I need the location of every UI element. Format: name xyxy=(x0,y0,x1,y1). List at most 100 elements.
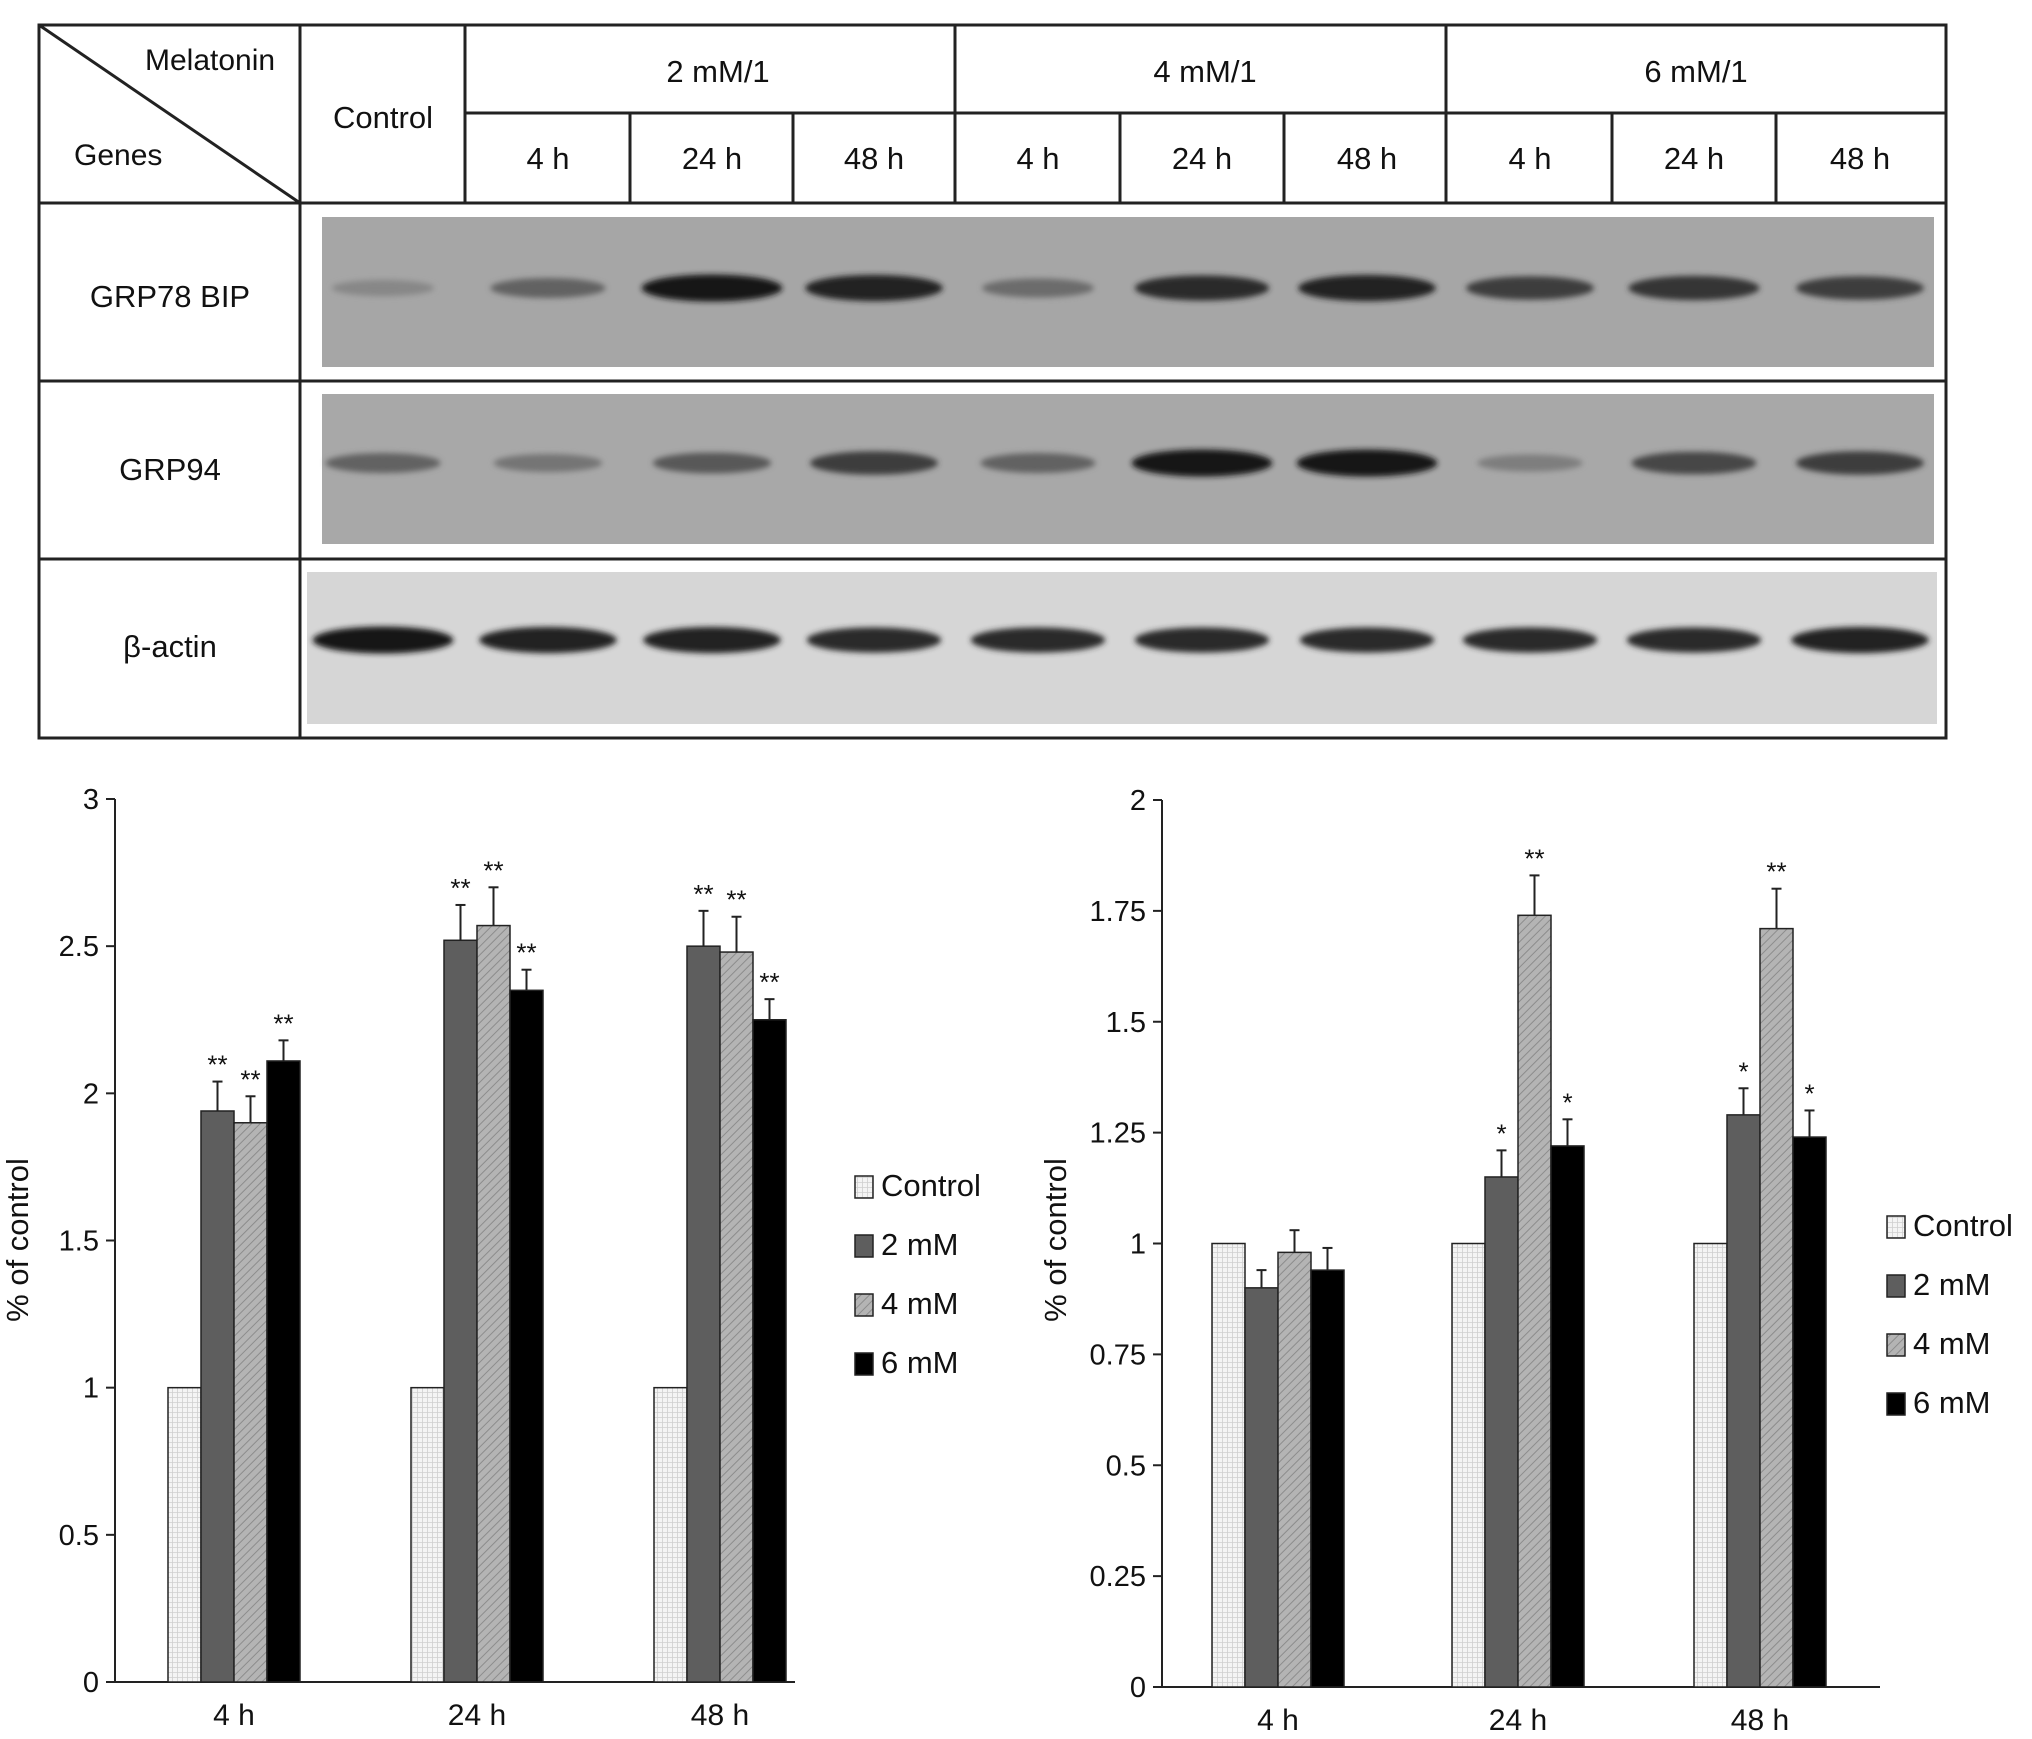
blot-band xyxy=(1631,451,1757,475)
header-diagonal xyxy=(38,23,301,205)
bar-6-mm xyxy=(1792,1136,1827,1688)
time-header: 48 h xyxy=(1337,141,1397,176)
y-tick-label: 0.75 xyxy=(1090,1339,1146,1371)
blot-band xyxy=(1477,454,1583,472)
significance-marker: * xyxy=(1496,1118,1506,1148)
blot-band xyxy=(980,453,1096,473)
legend-swatch xyxy=(854,1234,874,1258)
blot-band xyxy=(641,274,783,302)
significance-marker: * xyxy=(1738,1056,1748,1086)
bar-4-mm xyxy=(233,1122,268,1683)
corner-label-melatonin: Melatonin xyxy=(145,44,275,77)
y-axis-title: % of control xyxy=(1038,1158,1073,1322)
y-tick-label: 1.5 xyxy=(1106,1007,1146,1039)
bar-4-mm xyxy=(719,951,754,1683)
blot-band xyxy=(1131,449,1273,477)
y-tick-label: 1 xyxy=(83,1373,99,1405)
blot-band xyxy=(1298,274,1436,302)
bar-6-mm xyxy=(1550,1145,1585,1688)
blot-band xyxy=(331,279,435,297)
bar-6-mm xyxy=(1310,1269,1345,1688)
y-tick-label: 2 xyxy=(83,1078,99,1110)
significance-marker: * xyxy=(1562,1087,1572,1117)
blot-band xyxy=(806,627,942,653)
blot-band xyxy=(1296,449,1438,477)
blot-band xyxy=(479,626,617,654)
bar-4-mm xyxy=(1277,1251,1312,1688)
x-tick-label: 48 h xyxy=(1731,1704,1789,1737)
blot-band xyxy=(810,451,938,475)
blot-band xyxy=(1134,275,1270,301)
bar-2-mm xyxy=(1484,1176,1519,1688)
group-header-6mm: 6 mM/1 xyxy=(1644,54,1747,89)
time-header: 24 h xyxy=(1664,141,1724,176)
significance-marker: ** xyxy=(693,879,713,909)
y-tick-label: 0.25 xyxy=(1090,1561,1146,1593)
time-header: 48 h xyxy=(844,141,904,176)
y-tick-label: 0 xyxy=(83,1667,99,1699)
blot-band xyxy=(1796,276,1924,300)
blot-band xyxy=(490,278,606,298)
legend-swatch xyxy=(1886,1392,1906,1416)
legend-label: 4 mM xyxy=(1913,1326,1991,1361)
y-tick-label: 0 xyxy=(1130,1672,1146,1704)
time-header: 48 h xyxy=(1830,141,1890,176)
legend-swatch xyxy=(854,1293,874,1317)
bar-4-mm xyxy=(1759,927,1794,1688)
blot-band xyxy=(325,453,441,473)
blot-band xyxy=(1791,626,1929,654)
y-tick-label: 2.5 xyxy=(59,931,99,963)
bar-2-mm xyxy=(686,945,721,1683)
y-tick-label: 0.5 xyxy=(1106,1450,1146,1482)
blot-band xyxy=(493,453,603,473)
chart-grp78-quantification: 0 0.5 1 1.5 2 2.5 3 % of control ** ** ** 4 h ** ** **… xyxy=(0,784,981,1732)
blot-band xyxy=(1796,451,1924,475)
legend-swatch xyxy=(1886,1274,1906,1298)
legend-label: 4 mM xyxy=(881,1286,959,1321)
x-tick-label: 4 h xyxy=(213,1699,255,1732)
bar-6-mm xyxy=(509,989,544,1683)
corner-label-genes: Genes xyxy=(74,139,162,172)
chart-grp94-quantification: 0 0.25 0.5 0.75 1 1.25 1.5 1.75 2 % of control 4 h… xyxy=(1038,785,2013,1737)
blot-band xyxy=(1299,627,1435,653)
legend-swatch xyxy=(854,1352,874,1376)
bar-2-mm xyxy=(443,939,478,1683)
y-tick-label: 3 xyxy=(83,784,99,816)
blot-bands xyxy=(312,274,1929,654)
legend-label: 2 mM xyxy=(1913,1267,1991,1302)
time-header: 24 h xyxy=(1172,141,1232,176)
significance-marker: ** xyxy=(759,967,779,997)
western-blot-table: Melatonin Genes Control 2 mM/1 4 mM/1 6 … xyxy=(37,23,1948,740)
bar-6-mm xyxy=(752,1019,787,1683)
legend-label: 6 mM xyxy=(1913,1385,1991,1420)
blot-band xyxy=(982,278,1094,298)
legend-label: Control xyxy=(881,1168,981,1203)
y-tick-label: 1.5 xyxy=(59,1226,99,1258)
significance-marker: ** xyxy=(207,1050,227,1080)
bar-2-mm xyxy=(1244,1287,1279,1688)
legend-swatch xyxy=(854,1175,874,1199)
significance-marker: ** xyxy=(273,1008,293,1038)
bar-control xyxy=(167,1386,202,1683)
significance-marker: ** xyxy=(516,938,536,968)
gene-label-grp94: GRP94 xyxy=(119,452,221,487)
x-tick-label: 4 h xyxy=(1257,1704,1299,1737)
blot-band xyxy=(1626,627,1762,653)
bar-control xyxy=(1211,1242,1246,1688)
blot-band xyxy=(312,626,454,654)
x-tick-label: 24 h xyxy=(448,1699,506,1732)
group-header-2mm: 2 mM/1 xyxy=(666,54,769,89)
control-column-header: Control xyxy=(333,100,433,135)
significance-marker: ** xyxy=(450,873,470,903)
y-tick-label: 0.5 xyxy=(59,1520,99,1552)
x-tick-label: 24 h xyxy=(1489,1704,1547,1737)
significance-marker: ** xyxy=(1524,843,1544,873)
y-tick-label: 1 xyxy=(1130,1229,1146,1261)
blot-band xyxy=(970,627,1106,653)
bar-4-mm xyxy=(1517,914,1552,1688)
y-tick-label: 1.75 xyxy=(1090,896,1146,928)
legend-swatch xyxy=(1886,1333,1906,1357)
significance-marker: ** xyxy=(240,1064,260,1094)
bar-control xyxy=(653,1386,688,1683)
legend-swatch xyxy=(1886,1215,1906,1239)
